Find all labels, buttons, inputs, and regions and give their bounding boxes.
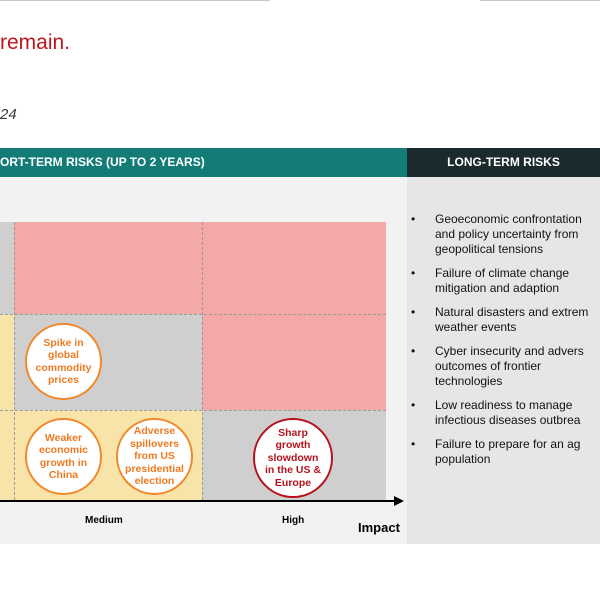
grid-divider: [202, 222, 203, 500]
list-item-text: Cyber insecurity and advers outcomes of …: [435, 344, 584, 388]
cell-medium-high-likelihood: [14, 222, 202, 314]
list-item-text: Failure of climate change mitigation and…: [435, 266, 570, 295]
cell-low-high-likelihood: [0, 222, 14, 314]
list-item: • Low readiness to manage infectious dise…: [411, 398, 600, 428]
cell-low-mid-likelihood: [0, 314, 14, 410]
x-axis-label: Impact: [358, 520, 400, 535]
page-title: remain.: [0, 31, 71, 54]
short-term-header-label: ORT-TERM RISKS (UP TO 2 YEARS): [0, 155, 205, 169]
x-axis-line: [0, 500, 396, 502]
list-item-text: Geoeconomic confrontation and policy unc…: [435, 212, 582, 256]
bullet-icon: •: [411, 437, 416, 451]
grid-divider: [0, 410, 386, 411]
list-item: • Geoeconomic confrontation and policy un…: [411, 212, 600, 257]
risk-bubble-china-growth: Weaker economic growth in China: [25, 418, 102, 495]
x-tick-high: High: [282, 515, 305, 526]
list-item: • Cyber insecurity and advers outcomes of…: [411, 344, 600, 389]
short-term-header: ORT-TERM RISKS (UP TO 2 YEARS): [0, 148, 407, 177]
bullet-icon: •: [411, 212, 416, 226]
top-border-left: [0, 0, 270, 1]
grid-divider: [0, 314, 386, 315]
cell-high-high-likelihood: [202, 222, 386, 314]
list-item: • Natural disasters and extrem weather ev…: [411, 305, 600, 335]
bullet-icon: •: [411, 305, 416, 319]
risk-bubble-us-election: Adverse spillovers from US presidential …: [116, 418, 193, 495]
bullet-icon: •: [411, 398, 416, 412]
grid-divider: [14, 222, 15, 500]
x-tick-medium: Medium: [85, 515, 123, 526]
long-term-panel: [407, 177, 600, 544]
list-item-text: Natural disasters and extrem weather eve…: [435, 305, 589, 334]
top-border-right: [480, 0, 600, 1]
list-item-text: Failure to prepare for an ag population: [435, 437, 581, 466]
bullet-icon: •: [411, 266, 416, 280]
risk-bubble-commodity-prices: Spike in global commodity prices: [25, 323, 102, 400]
risk-bubble-us-europe-slowdown: Sharp growth slowdown in the US & Europe: [253, 418, 333, 498]
x-axis-arrow-icon: [394, 496, 404, 506]
long-term-risk-list: • Geoeconomic confrontation and policy un…: [411, 212, 600, 476]
cell-low-low-likelihood: [0, 410, 14, 500]
cell-high-mid-likelihood: [202, 314, 386, 410]
list-item: • Failure to prepare for an ag population: [411, 437, 600, 467]
list-item-text: Low readiness to manage infectious disea…: [435, 398, 581, 427]
bullet-icon: •: [411, 344, 416, 358]
list-item: • Failure of climate change mitigation an…: [411, 266, 600, 296]
page-subtitle: 24: [0, 106, 17, 123]
long-term-header: LONG-TERM RISKS: [407, 148, 600, 177]
